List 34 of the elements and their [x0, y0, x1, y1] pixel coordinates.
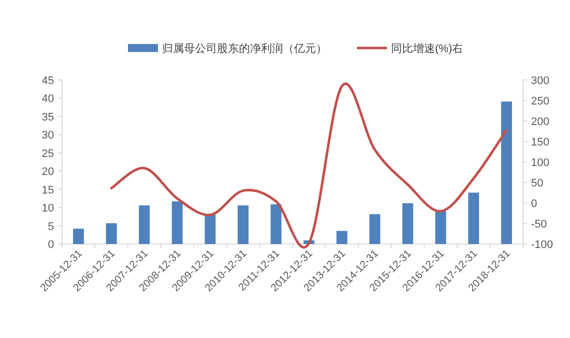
y-tick-label: 35: [42, 111, 54, 124]
legend-label: 同比增速(%)右: [391, 42, 464, 55]
bar: [501, 102, 512, 244]
y-tick-label: 10: [42, 202, 54, 215]
bar: [336, 230, 348, 244]
bar: [435, 211, 446, 244]
y-tick-label: 25: [42, 148, 54, 160]
bar: [402, 203, 414, 244]
y-tick-label: 15: [42, 184, 54, 196]
y2-tick-label: -50: [531, 218, 547, 230]
y2-tick-label: 200: [531, 116, 550, 128]
bar: [468, 192, 480, 244]
bar: [73, 228, 84, 244]
y-tick-label: 5: [48, 220, 54, 233]
y2-tick-label: 150: [531, 136, 550, 148]
y-tick-label: 30: [42, 130, 54, 142]
bar: [369, 214, 380, 244]
bar: [204, 214, 216, 244]
y-tick-label: 0: [48, 239, 54, 251]
bar: [238, 205, 249, 244]
y2-tick-label: -100: [531, 239, 554, 251]
y2-tick-label: 250: [531, 96, 550, 108]
y2-tick-label: 50: [531, 178, 544, 190]
y-tick-label: 40: [42, 93, 54, 106]
y-tick-label: 45: [42, 75, 54, 87]
y2-tick-label: 0: [531, 198, 538, 210]
y2-tick-label: 100: [531, 157, 550, 169]
bar: [106, 223, 117, 244]
bar: [172, 201, 183, 244]
bar: [138, 205, 150, 244]
bar: [270, 204, 282, 244]
y-tick-label: 20: [42, 166, 54, 178]
legend-label: 归属母公司股东的净利润（亿元）: [162, 42, 327, 55]
y2-tick-label: 300: [531, 75, 550, 87]
